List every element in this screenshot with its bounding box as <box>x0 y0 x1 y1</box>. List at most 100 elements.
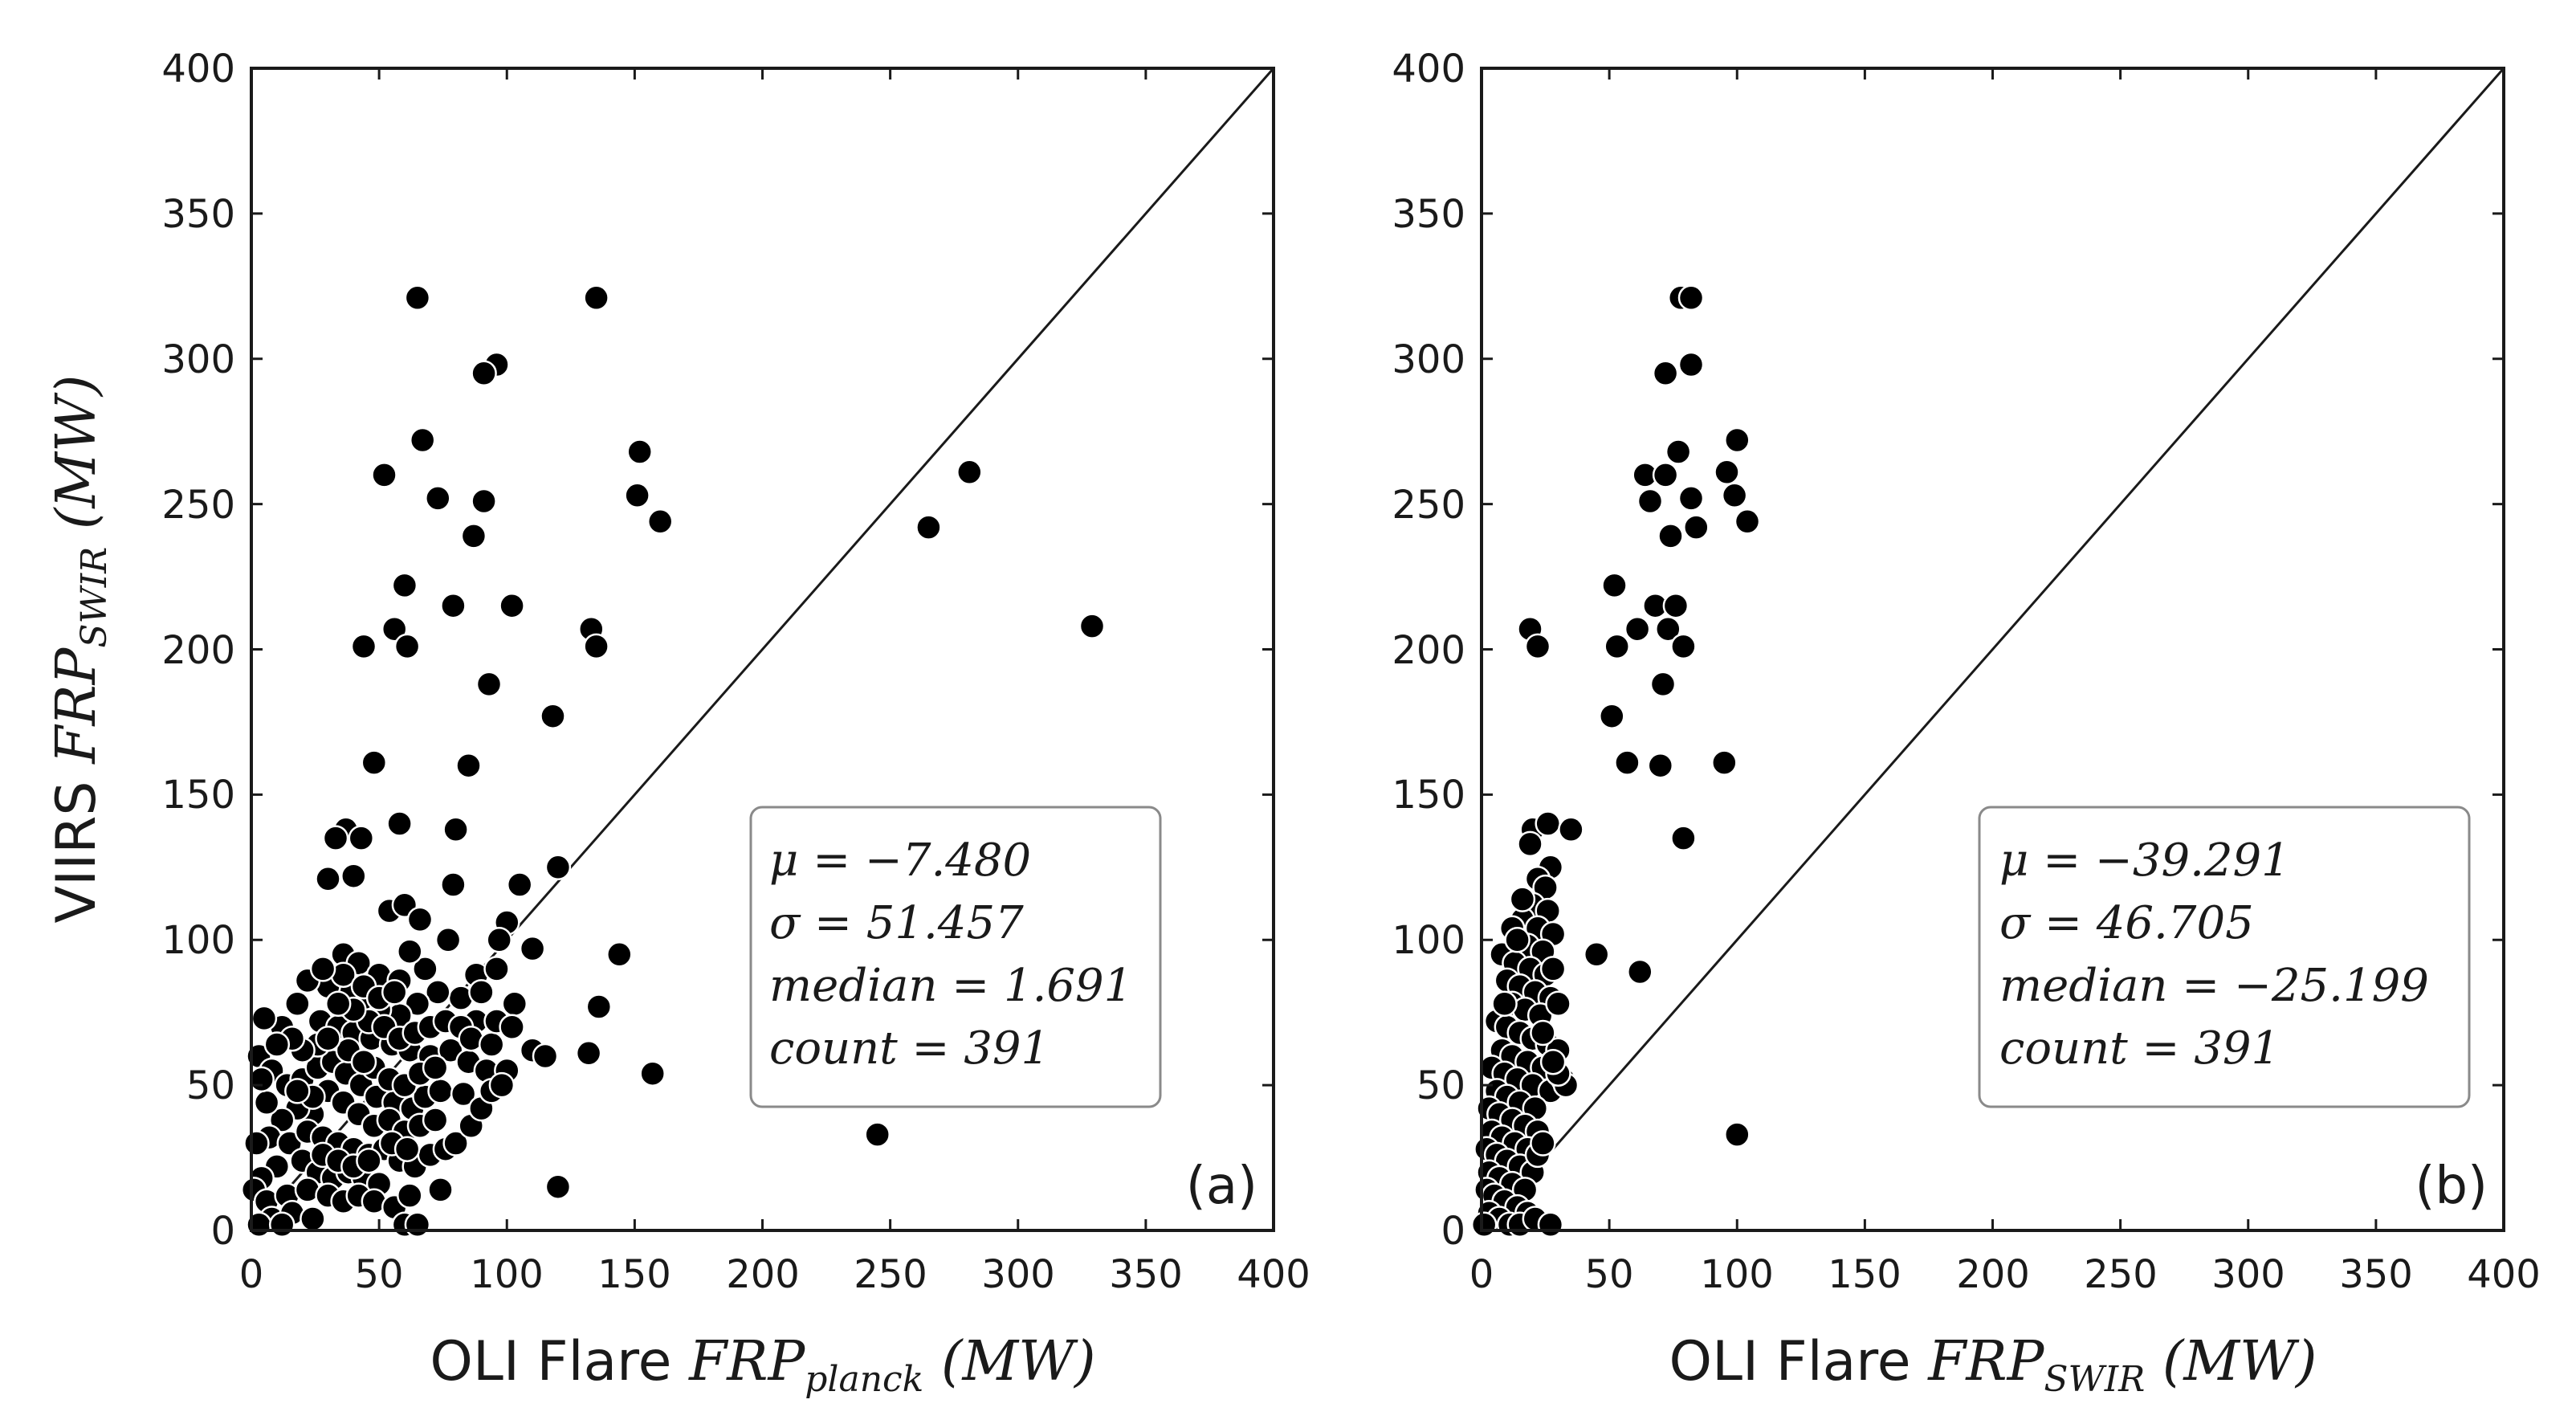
x-tick-label: 100 <box>470 1252 544 1297</box>
x-tick-label: 50 <box>1584 1252 1633 1297</box>
scatter-point <box>300 1206 326 1232</box>
scatter-point <box>1539 956 1567 982</box>
scatter-point <box>348 825 375 851</box>
scatter-point <box>1724 426 1751 454</box>
scatter-point <box>248 1066 275 1093</box>
scatter-point <box>434 927 462 953</box>
scatter-point <box>575 1040 602 1067</box>
x-tick-label: 150 <box>597 1252 671 1297</box>
x-tick-label: 400 <box>1237 1252 1310 1297</box>
y-tick-label: 50 <box>186 1063 235 1108</box>
scatter-point <box>471 360 497 387</box>
scatter-point <box>864 1121 891 1148</box>
scatter-point <box>1545 990 1571 1018</box>
scatter-point <box>1601 572 1628 599</box>
x-tick-label: 50 <box>354 1252 403 1297</box>
scatter-point <box>315 866 341 892</box>
stats-median-b: median = −25.199 <box>1999 960 2429 1012</box>
y-tick-labels-a: 0 50 100 150 200 250 300 350 400 <box>161 47 235 1254</box>
stats-count-a: count = 391 <box>769 1022 1050 1075</box>
scatter-point <box>1470 1211 1498 1238</box>
scatter-point <box>381 615 408 643</box>
scatter-point <box>1624 615 1651 643</box>
scatter-point <box>1530 1130 1556 1157</box>
scatter-point <box>488 1071 516 1099</box>
scatter-point <box>1677 284 1705 312</box>
scatter-point <box>1517 830 1543 858</box>
y-tick-label: 250 <box>161 483 235 528</box>
y-tick-label: 400 <box>1392 47 1465 92</box>
scatter-point <box>442 816 469 843</box>
scatter-point <box>544 1173 572 1200</box>
scatter-point <box>1649 671 1677 698</box>
x-tick-label: 0 <box>1469 1252 1494 1297</box>
y-tick-label: 100 <box>161 918 235 963</box>
scatter-point <box>1636 488 1664 515</box>
scatter-point <box>532 1042 559 1070</box>
scatter-point <box>460 523 487 549</box>
scatter-point <box>409 426 436 454</box>
scatter-point <box>381 979 408 1006</box>
scatter-point <box>397 1182 423 1209</box>
scatter-point <box>1677 485 1705 512</box>
scatter-point <box>1652 360 1679 387</box>
scatter-point <box>309 956 336 982</box>
x-tick-label: 350 <box>1109 1252 1183 1297</box>
scatter-points-b <box>1470 284 1761 1238</box>
scatter-point <box>1662 592 1689 619</box>
scatter-point <box>1714 459 1740 486</box>
scatter-point <box>1524 633 1551 660</box>
x-tick-label: 200 <box>726 1252 800 1297</box>
y-tick-labels-b: 0 50 100 150 200 250 300 350 400 <box>1392 47 1465 1254</box>
scatter-point <box>956 459 983 486</box>
y-tick-label: 400 <box>161 47 235 92</box>
scatter-point <box>506 871 533 898</box>
scatter-point <box>268 1107 296 1133</box>
x-tick-label: 250 <box>854 1252 927 1297</box>
scatter-point <box>1655 615 1681 643</box>
scatter-point <box>471 488 497 515</box>
scatter-point <box>915 514 942 541</box>
scatter-point <box>397 938 423 965</box>
scatter-point <box>1558 816 1584 843</box>
x-axis-label-a: OLI Flare FRPplanck (MW) <box>430 1330 1095 1400</box>
scatter-points-a <box>240 284 1106 1238</box>
scatter-point <box>350 1048 377 1075</box>
scatter-point <box>585 994 613 1020</box>
stats-std-b: σ = 46.705 <box>1999 897 2254 949</box>
scatter-point <box>386 810 413 837</box>
scatter-point <box>1652 462 1679 488</box>
scatter-point <box>583 633 609 660</box>
scatter-point <box>284 990 311 1018</box>
scatter-point <box>391 572 418 599</box>
scatter-point <box>606 941 633 968</box>
y-axis-label: VIIRS FRPSWIR (MW) <box>45 375 115 924</box>
scatter-point <box>639 1060 666 1087</box>
scatter-point <box>1491 990 1518 1018</box>
scatter-point <box>499 592 525 619</box>
scatter-point <box>501 990 528 1018</box>
scatter-point <box>412 956 438 982</box>
scatter-point <box>393 1136 421 1162</box>
scatter-point <box>251 1005 278 1032</box>
scatter-point <box>315 1025 341 1052</box>
scatter-point <box>624 482 650 509</box>
x-tick-label: 400 <box>2467 1252 2541 1297</box>
scatter-point <box>1711 749 1738 776</box>
y-tick-label: 350 <box>161 192 235 237</box>
scatter-point <box>322 825 349 851</box>
x-tick-label: 350 <box>2339 1252 2413 1297</box>
scatter-point <box>1627 958 1653 985</box>
scatter-point <box>468 979 495 1006</box>
scatter-point <box>324 990 352 1018</box>
stats-std-a: σ = 51.457 <box>769 897 1024 949</box>
y-tick-label: 350 <box>1392 192 1465 237</box>
scatter-point <box>1583 941 1610 968</box>
scatter-point <box>540 703 566 729</box>
scatter-point <box>475 671 503 698</box>
scatter-point <box>499 1014 525 1041</box>
scatter-point <box>583 284 609 312</box>
scatter-point <box>1670 825 1697 851</box>
x-axis-label-b: OLI Flare FRPSWIR (MW) <box>1669 1330 2317 1400</box>
